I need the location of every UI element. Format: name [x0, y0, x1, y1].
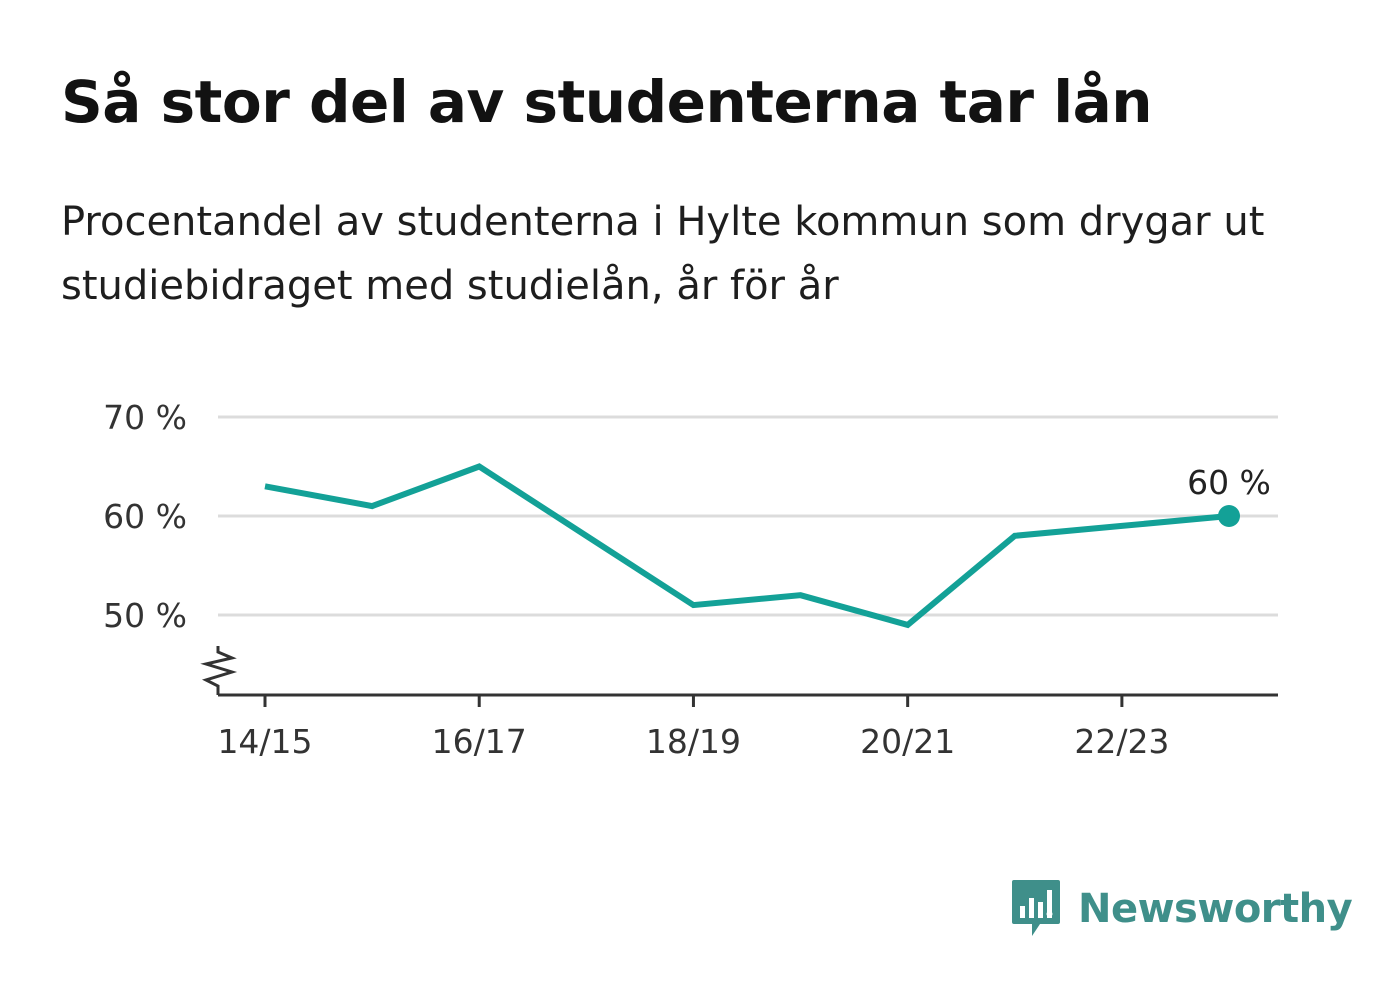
last-point-marker	[1218, 505, 1240, 527]
newsworthy-logo-icon	[1012, 880, 1060, 936]
y-tick-label: 70 %	[103, 398, 187, 437]
x-axis-ticks: 14/15 16/17 18/19 20/21 22/23	[217, 695, 1169, 761]
last-value-label: 60 %	[1187, 463, 1271, 502]
axis-break-icon	[200, 646, 238, 695]
series-layer: 60 %	[264, 463, 1271, 629]
y-tick-label: 60 %	[103, 497, 187, 536]
brand-name: Newsworthy	[1078, 886, 1353, 932]
chart-title: Så stor del av studenterna tar lån	[61, 68, 1153, 136]
y-axis-ticks: 50 % 60 % 70 %	[103, 398, 187, 635]
x-tick-label: 22/23	[1074, 722, 1169, 761]
y-tick-label: 50 %	[103, 596, 187, 635]
series-line	[264, 463, 1230, 629]
x-tick-label: 18/19	[646, 722, 741, 761]
x-tick-label: 20/21	[860, 722, 955, 761]
gridlines	[218, 415, 1278, 617]
chart-subtitle: Procentandel av studenterna i Hylte komm…	[61, 199, 1265, 309]
x-tick-label: 16/17	[432, 722, 527, 761]
newsworthy-logo: Newsworthy	[1010, 878, 1353, 940]
x-axis	[200, 646, 1278, 697]
x-tick-label: 14/15	[217, 722, 312, 761]
